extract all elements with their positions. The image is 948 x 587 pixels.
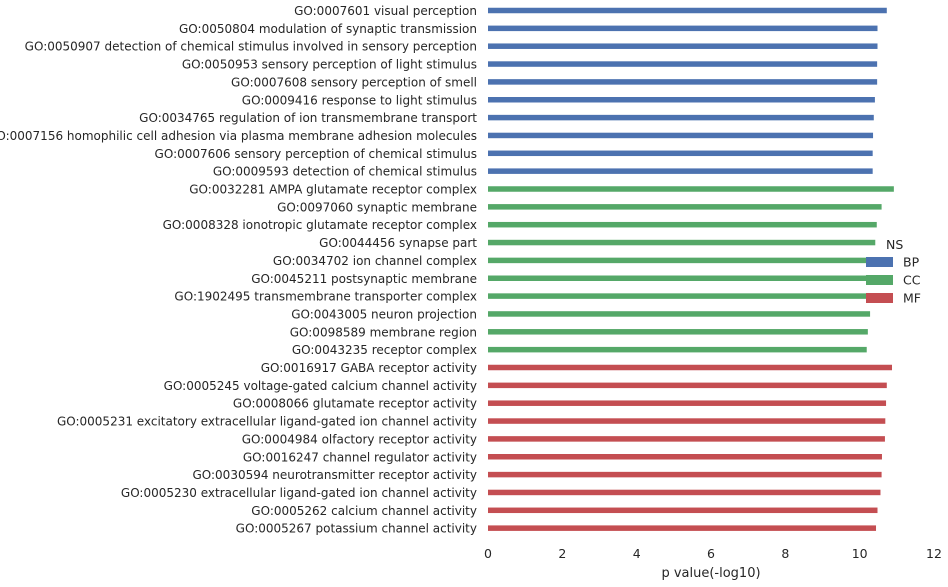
bar-11: [488, 186, 894, 192]
legend-entries: BP CC MF: [866, 255, 921, 306]
bar-9: [488, 150, 873, 157]
category-label: GO:0007608 sensory perception of smell: [231, 75, 477, 89]
category-label: GO:0034702 ion channel complex: [273, 254, 477, 268]
category-label: GO:0050804 modulation of synaptic transm…: [179, 22, 477, 36]
legend-swatch-mf: [866, 293, 893, 303]
bar-10: [488, 168, 873, 174]
legend-title: NS: [886, 237, 903, 252]
x-tick-label: 6: [707, 546, 715, 561]
bar-29: [488, 507, 878, 514]
category-label: GO:0050907 detection of chemical stimulu…: [25, 40, 477, 54]
bar-20: [488, 346, 867, 353]
bar-7: [488, 114, 874, 121]
category-label: GO:0034765 regulation of ion transmembra…: [139, 111, 477, 125]
x-tick-label: 2: [558, 546, 566, 561]
category-label: GO:0045211 postsynaptic membrane: [251, 272, 477, 286]
category-label: GO:0005230 extracellular ligand-gated io…: [121, 486, 477, 500]
legend-label-cc: CC: [903, 273, 921, 288]
category-label: GO:0005231 excitatory extracellular liga…: [57, 415, 477, 429]
bar-19: [488, 329, 868, 335]
bar-4: [488, 61, 878, 67]
x-tick-label: 0: [484, 546, 492, 561]
category-label: GO:1902495 transmembrane transporter com…: [174, 290, 477, 304]
category-label: GO:0043235 receptor complex: [292, 343, 477, 357]
category-label: GO:0007606 sensory perception of chemica…: [155, 147, 477, 161]
category-label: GO:0008066 glutamate receptor activity: [233, 397, 477, 411]
bar-5: [488, 79, 878, 85]
bar-8: [488, 132, 874, 139]
category-label: GO:0007156 homophilic cell adhesion via …: [0, 129, 477, 143]
bar-12: [488, 204, 882, 210]
legend-swatch-cc: [866, 275, 893, 285]
category-label: GO:0032281 AMPA glutamate receptor compl…: [189, 183, 477, 197]
bar-28: [488, 489, 881, 496]
category-label: GO:0004984 olfactory receptor activity: [242, 432, 477, 446]
bar-18: [488, 311, 871, 317]
category-label: GO:0009593 detection of chemical stimulu…: [213, 165, 477, 179]
bar-23: [488, 400, 887, 406]
legend-swatch-bp: [866, 257, 893, 267]
bar-24: [488, 418, 886, 424]
legend: NS BP CC MF: [866, 237, 921, 306]
bar-25: [488, 436, 885, 442]
bar-15: [488, 257, 875, 264]
bar-17: [488, 293, 874, 299]
bar-6: [488, 97, 875, 103]
bar-21: [488, 364, 893, 371]
category-label: GO:0008328 ionotropic glutamate receptor…: [163, 218, 477, 232]
x-tick-label: 4: [633, 546, 641, 561]
bar-3: [488, 43, 878, 49]
bar-1: [488, 7, 887, 14]
category-label: GO:0009416 response to light stimulus: [242, 93, 477, 107]
bars-group: [488, 7, 894, 531]
category-label: GO:0005267 potassium channel activity: [236, 522, 477, 536]
category-label: GO:0005262 calcium channel activity: [251, 504, 477, 518]
x-axis-label: p value(-log10): [661, 566, 760, 581]
bar-16: [488, 275, 874, 281]
bar-22: [488, 382, 887, 389]
bar-13: [488, 221, 877, 228]
category-labels: GO:0007601 visual perception GO:0050804 m…: [0, 4, 477, 536]
bar-30: [488, 525, 877, 531]
x-tick-label: 10: [852, 546, 868, 561]
category-label: GO:0016917 GABA receptor activity: [261, 361, 477, 375]
bar-27: [488, 471, 882, 478]
category-label: GO:0097060 synaptic membrane: [277, 200, 477, 214]
category-label: GO:0098589 membrane region: [290, 325, 477, 339]
category-label: GO:0044456 synapse part: [319, 236, 477, 250]
bar-26: [488, 454, 882, 460]
legend-label-mf: MF: [903, 291, 921, 306]
legend-label-bp: BP: [903, 255, 920, 270]
x-tick-label: 8: [781, 546, 789, 561]
category-label: GO:0050953 sensory perception of light s…: [182, 58, 477, 72]
bar-2: [488, 25, 878, 32]
bar-14: [488, 239, 876, 246]
category-label: GO:0043005 neuron projection: [291, 307, 477, 321]
category-label: GO:0005245 voltage-gated calcium channel…: [164, 379, 477, 393]
category-label: GO:0007601 visual perception: [294, 4, 477, 18]
x-tick-label: 12: [926, 546, 942, 561]
x-axis-ticks: 0 2 4 6 8 10 12: [484, 546, 942, 561]
category-label: GO:0030594 neurotransmitter receptor act…: [192, 468, 477, 482]
category-label: GO:0016247 channel regulator activity: [243, 450, 477, 464]
